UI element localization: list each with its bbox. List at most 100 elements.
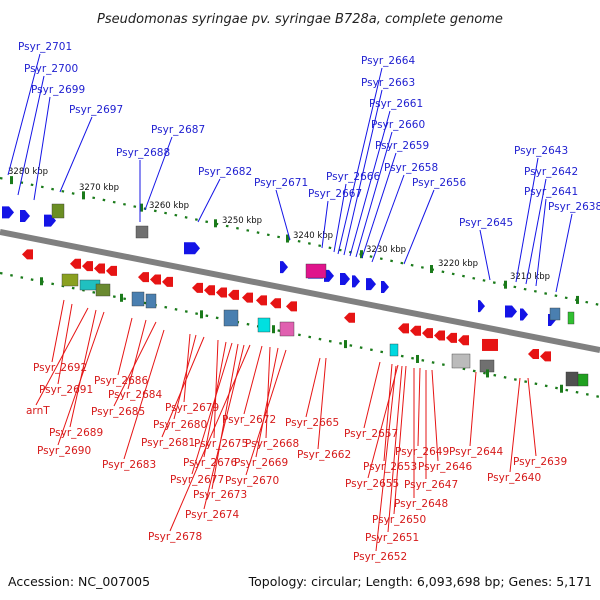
reverse-label-leader (69, 309, 97, 428)
reverse-label-leader (211, 343, 239, 490)
reverse-gene-arrow (286, 301, 297, 312)
gene-block (305, 263, 327, 279)
gene-label-psyr-2647[interactable]: Psyr_2647 (404, 479, 458, 491)
gene-label-psyr-2656[interactable]: Psyr_2656 (412, 177, 466, 189)
gene-block (145, 293, 157, 309)
gene-label-psyr-2670[interactable]: Psyr_2670 (225, 475, 279, 487)
gene-label-psyr-2645[interactable]: Psyr_2645 (459, 217, 513, 229)
gene-label-psyr-2639[interactable]: Psyr_2639 (513, 456, 567, 468)
gene-label-psyr-2678[interactable]: Psyr_2678 (148, 531, 202, 543)
tick-label-3230: 3230 kbp (366, 245, 406, 255)
gene-label-psyr-2692[interactable]: Psyr_2692 (33, 362, 87, 374)
gene-label-psyr-2686[interactable]: Psyr_2686 (94, 375, 148, 387)
gene-label-psyr-2662[interactable]: Psyr_2662 (297, 449, 351, 461)
gene-label-psyr-2649[interactable]: Psyr_2649 (395, 446, 449, 458)
forward-gene-arrow (184, 242, 200, 255)
gene-label-psyr-2667[interactable]: Psyr_2667 (308, 188, 362, 200)
reverse-label-leader (509, 377, 521, 473)
gene-label-psyr-2677[interactable]: Psyr_2677 (170, 474, 224, 486)
reverse-gene-arrow (82, 261, 93, 272)
scale-tick (272, 325, 275, 334)
gene-label-arnt[interactable]: arnT (26, 405, 50, 417)
scale-tick (286, 234, 289, 243)
gene-label-psyr-2651[interactable]: Psyr_2651 (365, 532, 419, 544)
gene-label-psyr-2675[interactable]: Psyr_2675 (194, 438, 248, 450)
gene-label-psyr-2701[interactable]: Psyr_2701 (18, 41, 72, 53)
forward-gene-arrow (478, 300, 485, 313)
reverse-gene-arrow (106, 265, 117, 276)
reverse-gene-arrow (70, 258, 81, 269)
gene-block (223, 309, 239, 327)
gene-label-psyr-2683[interactable]: Psyr_2683 (102, 459, 156, 471)
accession-text: Accession: NC_007005 (8, 574, 150, 589)
gene-label-psyr-2688[interactable]: Psyr_2688 (116, 147, 170, 159)
gene-label-psyr-2682[interactable]: Psyr_2682 (198, 166, 252, 178)
tick-label-3250: 3250 kbp (222, 216, 262, 226)
gene-label-psyr-2671[interactable]: Psyr_2671 (254, 177, 308, 189)
reverse-gene-labels: Psyr_2692 Psyr_2691 arnT Psyr_2689 Psyr_… (26, 362, 567, 563)
gene-label-psyr-2684[interactable]: Psyr_2684 (108, 389, 162, 401)
gene-label-psyr-2660[interactable]: Psyr_2660 (371, 119, 425, 131)
gene-label-psyr-2652[interactable]: Psyr_2652 (353, 551, 407, 563)
forward-label-leader (349, 110, 391, 257)
reverse-gene-arrow (422, 328, 433, 339)
gene-label-psyr-2700[interactable]: Psyr_2700 (24, 63, 78, 75)
reverse-gene-arrow (344, 312, 355, 323)
gene-label-psyr-2676[interactable]: Psyr_2676 (183, 457, 237, 469)
reverse-label-leader (375, 365, 397, 552)
genome-summary-text: Topology: circular; Length: 6,093,698 bp… (248, 574, 592, 589)
gene-label-psyr-2690[interactable]: Psyr_2690 (37, 445, 91, 457)
gene-label-psyr-2680[interactable]: Psyr_2680 (153, 419, 207, 431)
forward-label-leader (403, 189, 435, 265)
scale-tick (576, 295, 579, 304)
gene-label-psyr-2642[interactable]: Psyr_2642 (524, 166, 578, 178)
gene-label-psyr-2657[interactable]: Psyr_2657 (344, 428, 398, 440)
gene-label-psyr-2640[interactable]: Psyr_2640 (487, 472, 541, 484)
gene-label-psyr-2641[interactable]: Psyr_2641 (524, 186, 578, 198)
gene-label-psyr-2697[interactable]: Psyr_2697 (69, 104, 123, 116)
gene-label-psyr-2650[interactable]: Psyr_2650 (372, 514, 426, 526)
label-leaders (7, 53, 573, 552)
reverse-label-leader (387, 365, 403, 533)
forward-gene-arrow (324, 269, 334, 282)
gene-label-psyr-2659[interactable]: Psyr_2659 (375, 140, 429, 152)
forward-label-leader (371, 174, 405, 263)
gene-label-psyr-2674[interactable]: Psyr_2674 (185, 509, 239, 521)
gene-label-psyr-2689[interactable]: Psyr_2689 (49, 427, 103, 439)
gene-label-psyr-2664[interactable]: Psyr_2664 (361, 55, 415, 67)
forward-label-leader (333, 183, 347, 253)
gene-label-psyr-2663[interactable]: Psyr_2663 (361, 77, 415, 89)
gene-block (565, 371, 579, 387)
gene-label-psyr-2679[interactable]: Psyr_2679 (165, 402, 219, 414)
gene-label-psyr-2665[interactable]: Psyr_2665 (285, 417, 339, 429)
gene-label-psyr-2672[interactable]: Psyr_2672 (222, 414, 276, 426)
gene-label-psyr-2661[interactable]: Psyr_2661 (369, 98, 423, 110)
gene-label-psyr-2681[interactable]: Psyr_2681 (141, 437, 195, 449)
gene-label-psyr-2658[interactable]: Psyr_2658 (384, 162, 438, 174)
genome-backbone (0, 229, 600, 353)
forward-label-leader (17, 75, 45, 196)
gene-label-psyr-2648[interactable]: Psyr_2648 (394, 498, 448, 510)
reverse-label-leader (127, 319, 147, 390)
gene-label-psyr-2653[interactable]: Psyr_2653 (363, 461, 417, 473)
gene-label-psyr-2685[interactable]: Psyr_2685 (91, 406, 145, 418)
gene-label-psyr-2666[interactable]: Psyr_2666 (326, 171, 380, 183)
reverse-gene-arrow (216, 287, 227, 298)
gene-label-psyr-2669[interactable]: Psyr_2669 (234, 457, 288, 469)
gene-label-psyr-2691[interactable]: Psyr_2691 (39, 384, 93, 396)
gene-label-psyr-2668[interactable]: Psyr_2668 (245, 438, 299, 450)
forward-gene-arrow (505, 305, 517, 318)
gene-label-psyr-2644[interactable]: Psyr_2644 (449, 446, 503, 458)
gene-label-psyr-2673[interactable]: Psyr_2673 (193, 489, 247, 501)
gene-label-psyr-2699[interactable]: Psyr_2699 (31, 84, 85, 96)
scale-tick (360, 250, 363, 259)
gene-label-psyr-2643[interactable]: Psyr_2643 (514, 145, 568, 157)
gene-label-psyr-2646[interactable]: Psyr_2646 (418, 461, 472, 473)
gene-label-psyr-2655[interactable]: Psyr_2655 (345, 478, 399, 490)
reverse-label-leader (173, 334, 197, 420)
scale-tick (10, 176, 13, 185)
gene-label-psyr-2638[interactable]: Psyr_2638 (548, 201, 600, 213)
gene-label-psyr-2687[interactable]: Psyr_2687 (151, 124, 205, 136)
reverse-label-leader (117, 317, 133, 376)
reverse-label-leader (317, 357, 327, 450)
